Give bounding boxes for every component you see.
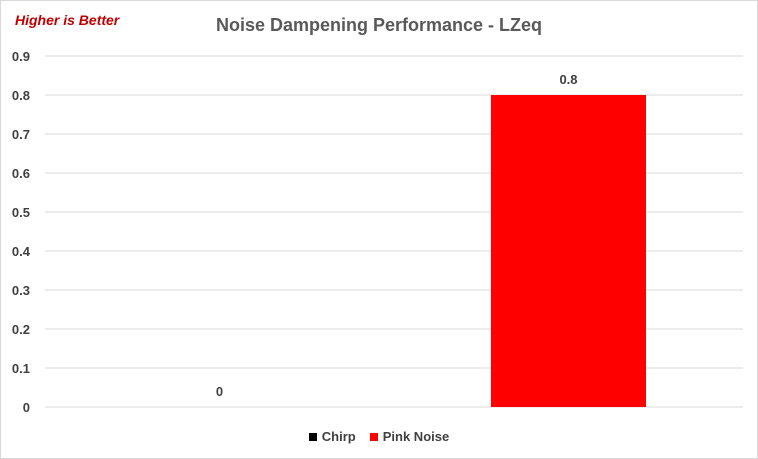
y-tick-label: 0.4 [12, 244, 31, 259]
y-tick-label: 0.7 [12, 127, 30, 142]
legend-label-chirp: Chirp [321, 429, 356, 444]
legend-label-pink-noise: Pink Noise [382, 429, 450, 444]
legend-swatch-chirp [308, 432, 317, 441]
gridlines [45, 55, 743, 408]
y-tick-label: 0 [23, 400, 30, 415]
y-tick-label: 0.2 [12, 322, 30, 337]
data-labels: 00.8 [216, 72, 578, 399]
y-tick-label: 0.8 [12, 88, 30, 103]
y-tick-label: 0.9 [12, 49, 30, 64]
y-tick-label: 0.5 [12, 205, 30, 220]
chart-title: Noise Dampening Performance - LZeq [215, 15, 543, 35]
legend-swatch-pink-noise [369, 432, 378, 441]
legend: Chirp Pink Noise [1, 429, 757, 444]
y-axis-tick-labels: 0 0.1 0.2 0.3 0.4 0.5 0.6 0.7 0.8 0.9 [12, 49, 31, 415]
y-tick-label: 0.3 [12, 283, 30, 298]
data-label-chirp: 0 [216, 384, 223, 399]
legend-item-chirp: Chirp [308, 429, 356, 444]
bar-pink-noise [491, 95, 646, 407]
data-label-pink-noise: 0.8 [559, 72, 577, 87]
higher-is-better-note: Higher is Better [15, 12, 120, 28]
legend-item-pink-noise: Pink Noise [369, 429, 450, 444]
y-tick-label: 0.6 [12, 166, 30, 181]
bars [491, 95, 646, 407]
y-tick-label: 0.1 [12, 361, 30, 376]
